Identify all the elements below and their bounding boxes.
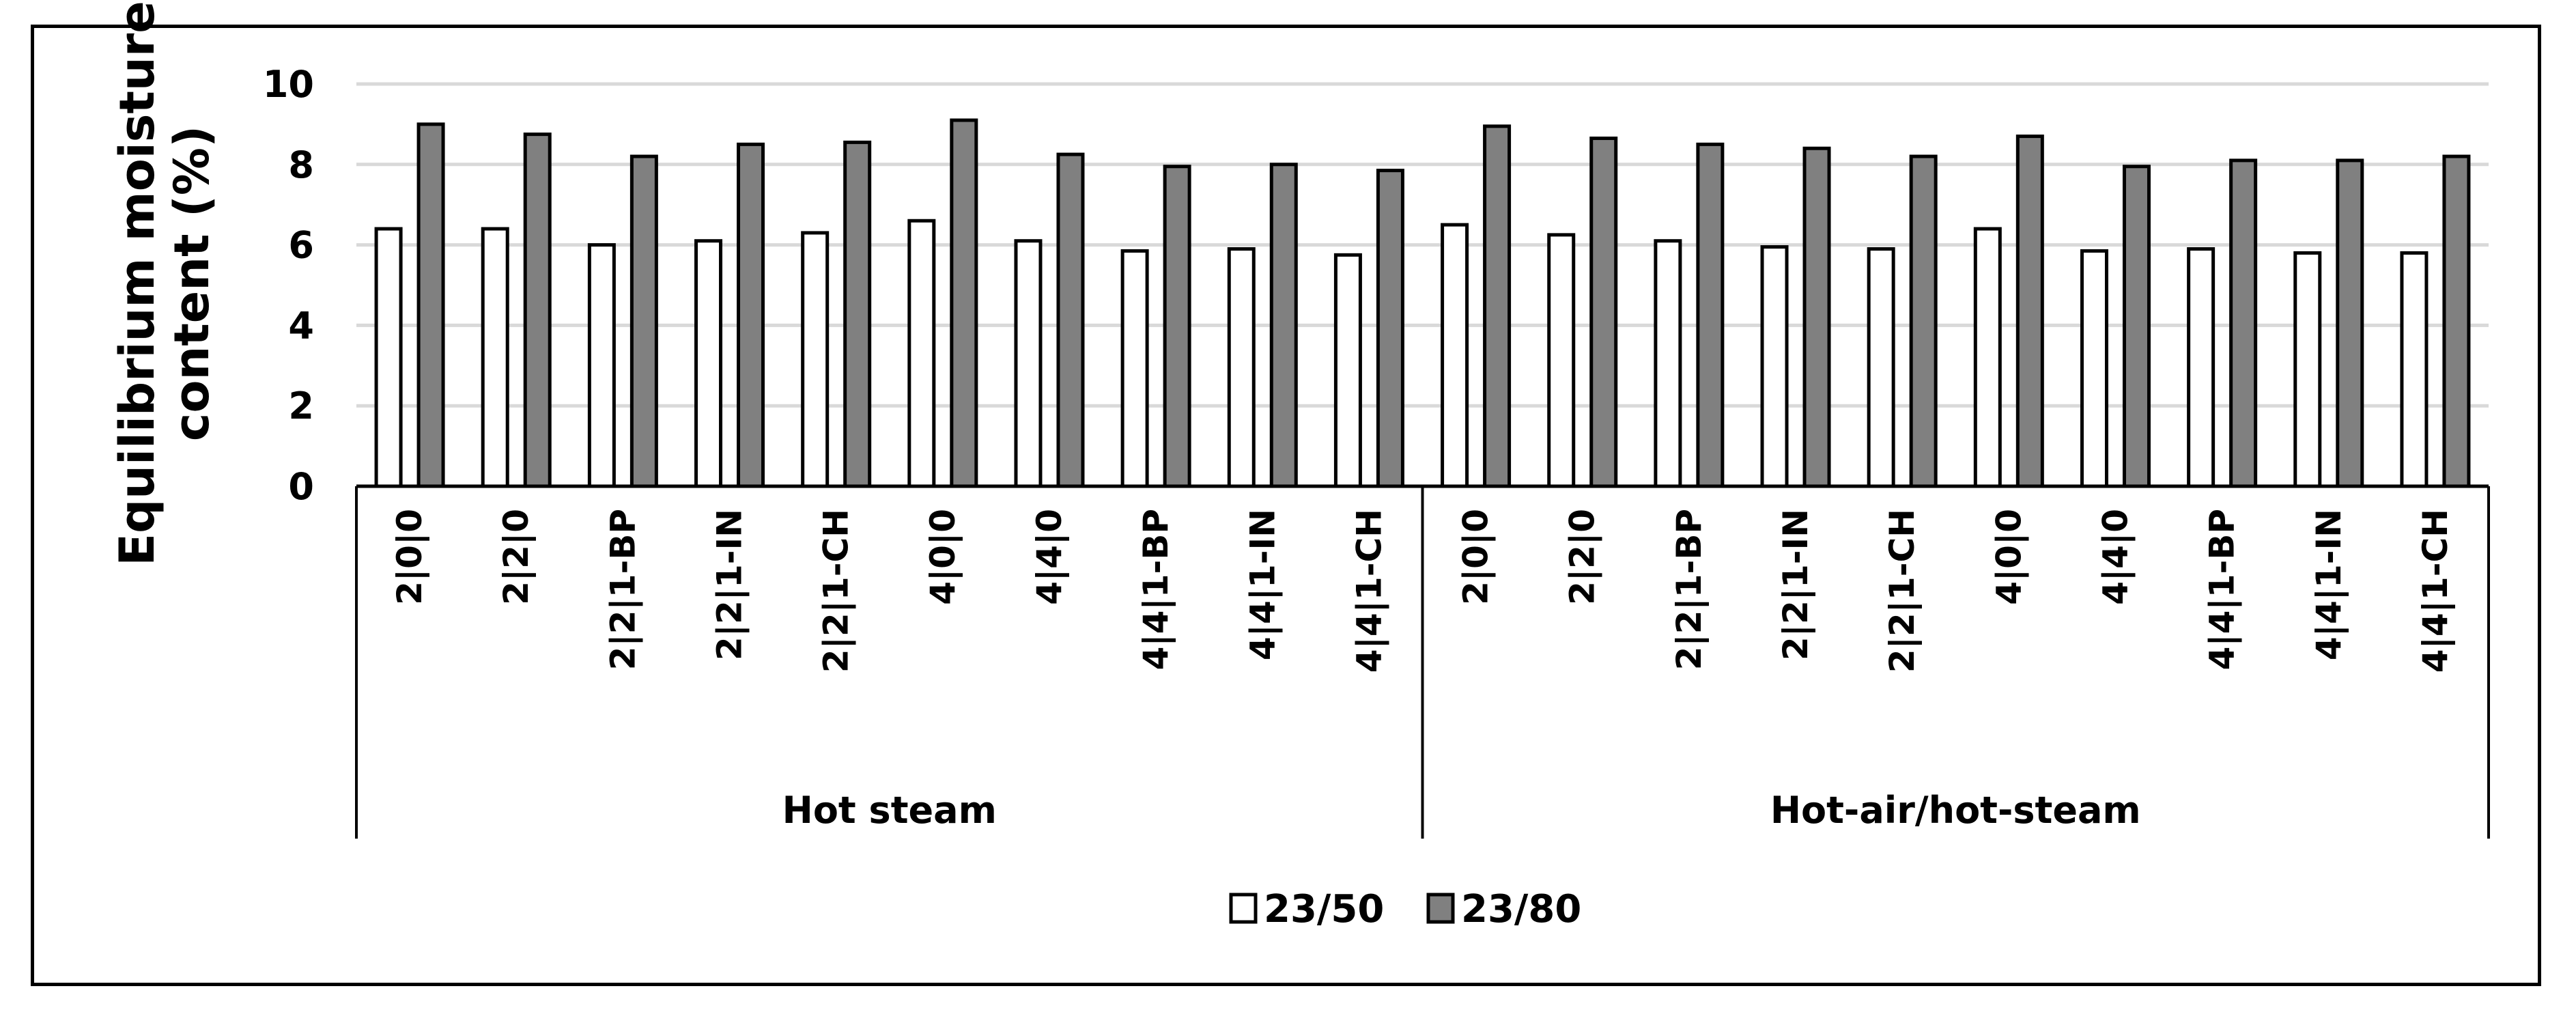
legend: 23/50 23/80 [1229, 887, 1581, 931]
y-tick-label: 2 [288, 384, 314, 428]
bar-23-50 [374, 227, 403, 488]
bar-23-80 [1269, 163, 1298, 488]
x-category-label: 4|4|1-CH [1349, 509, 1389, 673]
y-tick-label: 0 [288, 465, 314, 508]
bar-23-80 [416, 122, 445, 488]
bar-23-80 [1056, 152, 1085, 488]
x-category-label: 4|4|1-CH [2416, 509, 2455, 673]
x-category-label: 2|2|0 [496, 509, 536, 605]
gridlines [356, 82, 2489, 408]
bar-23-50 [1120, 249, 1149, 488]
group-label: Hot-air/hot-steam [1770, 789, 2141, 832]
bar-23-50 [1014, 239, 1043, 488]
bars [374, 118, 2471, 488]
x-category-label: 4|4|0 [1030, 509, 1069, 605]
bar-23-50 [2187, 247, 2216, 488]
bar-23-50 [907, 219, 936, 488]
x-category-label: 2|2|1-CH [817, 509, 856, 673]
y-tick-label: 8 [288, 143, 314, 186]
y-tick-label: 6 [288, 224, 314, 267]
bar-23-50 [694, 239, 723, 488]
x-category-label: 4|4|1-BP [2203, 509, 2242, 670]
bar-23-50 [1547, 233, 1576, 488]
bar-23-80 [1696, 142, 1725, 488]
bar-23-80 [523, 132, 552, 488]
bar-23-80 [2336, 158, 2364, 488]
x-category-label: 2|0|0 [390, 509, 429, 605]
x-category-label: 4|4|1-BP [1136, 509, 1176, 670]
legend-label: 23/50 [1264, 887, 1384, 931]
bar-23-50 [1333, 253, 1362, 488]
bar-23-50 [1441, 223, 1469, 488]
x-category-label: 2|2|1-BP [603, 509, 642, 670]
bar-23-50 [2293, 251, 2322, 488]
bar-23-50 [1227, 247, 1256, 488]
bar-23-50 [1654, 239, 1682, 488]
bar-23-80 [1589, 137, 1618, 488]
bar-23-80 [1376, 169, 1404, 488]
x-category-label: 2|2|1-BP [1669, 509, 1709, 670]
bar-23-80 [2229, 158, 2258, 488]
x-category-label: 2|2|0 [1563, 509, 1602, 605]
x-category-label: 2|2|1-IN [1776, 509, 1815, 660]
x-category-labels: 2|0|0 2|2|0 2|2|1-BP 2|2|1-IN 2|2|1-CH 4|0|0 4… [390, 509, 2455, 673]
x-category-label: 2|2|1-IN [710, 509, 750, 660]
bar-23-50 [481, 227, 509, 488]
bar-23-50 [1973, 227, 2002, 488]
x-category-label: 4|4|0 [2095, 509, 2135, 605]
bar-23-50 [2400, 251, 2429, 488]
bar-23-50 [2080, 249, 2108, 488]
bar-23-50 [1760, 245, 1789, 488]
y-axis-title-line-2: content (%) [164, 126, 220, 441]
bar-23-80 [1163, 165, 1191, 488]
y-tick-labels: 0 2 4 6 8 10 [263, 63, 314, 508]
legend-swatch [1229, 893, 1258, 924]
bar-23-80 [2122, 165, 2151, 488]
legend-swatch [1426, 893, 1455, 924]
bar-23-80 [1802, 146, 1831, 488]
bar-23-80 [1909, 154, 1938, 488]
bar-23-80 [2015, 135, 2044, 488]
bar-23-80 [737, 142, 765, 488]
y-tick-label: 10 [263, 63, 314, 106]
x-category-label: 4|4|1-IN [2309, 509, 2349, 660]
x-category-label: 2|0|0 [1456, 509, 1496, 605]
group-labels: Hot steam Hot-air/hot-steam [782, 789, 2141, 832]
bar-23-50 [801, 231, 830, 488]
x-category-label: 4|4|1-IN [1243, 509, 1282, 660]
group-label: Hot steam [782, 789, 997, 832]
x-category-label: 4|0|0 [923, 509, 963, 605]
bar-23-80 [2442, 154, 2471, 488]
bar-23-50 [587, 243, 616, 488]
bar-23-80 [629, 154, 658, 488]
bar-23-50 [1867, 247, 1895, 488]
bar-23-80 [950, 118, 978, 488]
bar-23-80 [843, 140, 872, 488]
bar-23-80 [1483, 124, 1512, 488]
x-category-label: 2|2|1-CH [1882, 509, 1922, 673]
y-tick-label: 4 [288, 304, 314, 347]
axes [355, 484, 2490, 839]
y-axis-title-line-1: Equilibrium moisture [109, 1, 165, 566]
legend-label: 23/80 [1461, 887, 1581, 931]
x-category-label: 4|0|0 [1989, 509, 2028, 605]
